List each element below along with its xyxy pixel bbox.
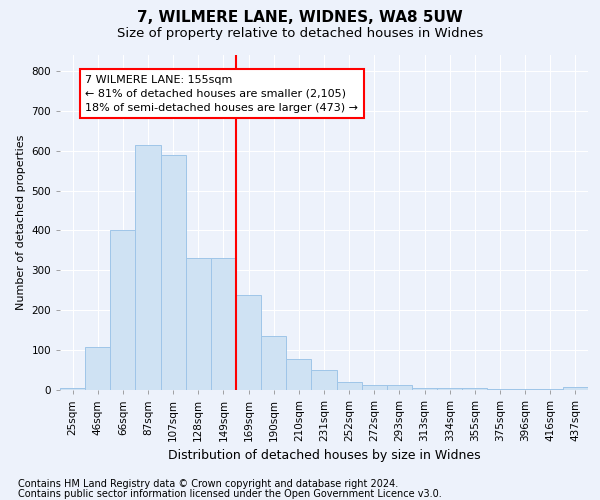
Bar	[563, 387, 588, 390]
Y-axis label: Number of detached properties: Number of detached properties	[16, 135, 26, 310]
Bar	[512, 389, 538, 390]
Bar	[211, 258, 236, 390]
Bar	[186, 258, 211, 390]
Bar	[161, 154, 186, 390]
Text: 7 WILMERE LANE: 155sqm
← 81% of detached houses are smaller (2,105)
18% of semi-: 7 WILMERE LANE: 155sqm ← 81% of detached…	[85, 75, 358, 113]
Bar	[538, 389, 563, 390]
Bar	[85, 348, 110, 390]
Bar	[362, 385, 387, 390]
Bar	[236, 296, 261, 390]
Bar	[437, 388, 462, 390]
Bar	[412, 388, 437, 390]
Bar	[337, 382, 362, 390]
Bar	[311, 370, 337, 390]
Text: 7, WILMERE LANE, WIDNES, WA8 5UW: 7, WILMERE LANE, WIDNES, WA8 5UW	[137, 10, 463, 25]
Text: Contains HM Land Registry data © Crown copyright and database right 2024.: Contains HM Land Registry data © Crown c…	[18, 479, 398, 489]
Bar	[261, 336, 286, 390]
Bar	[286, 359, 311, 390]
Bar	[110, 230, 136, 390]
X-axis label: Distribution of detached houses by size in Widnes: Distribution of detached houses by size …	[167, 450, 481, 462]
Bar	[487, 389, 512, 390]
Bar	[136, 144, 161, 390]
Text: Contains public sector information licensed under the Open Government Licence v3: Contains public sector information licen…	[18, 489, 442, 499]
Bar	[60, 388, 85, 390]
Bar	[462, 388, 487, 390]
Bar	[387, 385, 412, 390]
Text: Size of property relative to detached houses in Widnes: Size of property relative to detached ho…	[117, 28, 483, 40]
